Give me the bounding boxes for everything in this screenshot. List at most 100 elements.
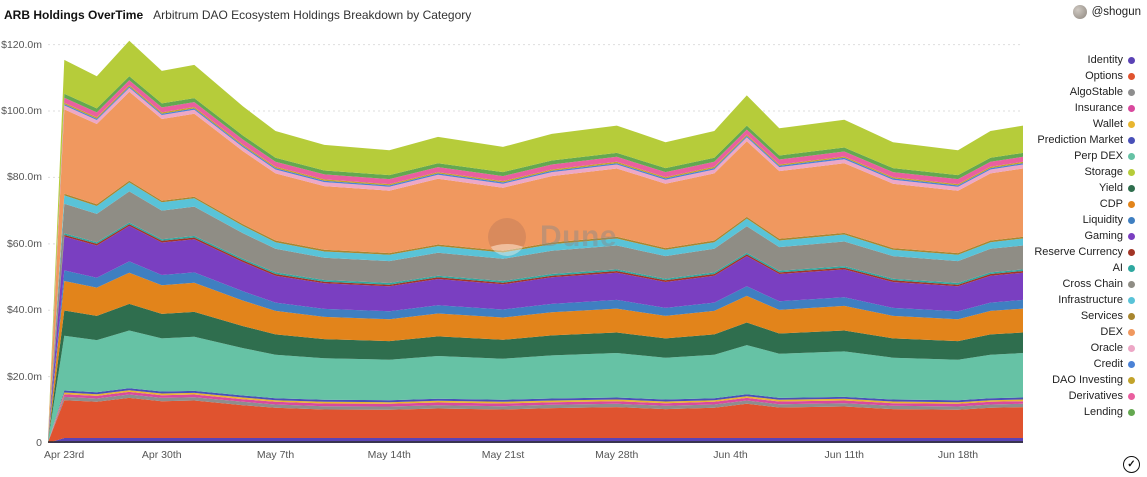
legend-item-dao-investing[interactable]: DAO Investing <box>1013 372 1135 388</box>
legend-item-options[interactable]: Options <box>1013 68 1135 84</box>
x-tick-label: May 14th <box>367 449 411 461</box>
legend-item-cdp[interactable]: CDP <box>1013 196 1135 212</box>
y-tick-label: $40.0m <box>6 304 42 317</box>
legend-label: Credit <box>1093 358 1123 370</box>
legend-label: Storage <box>1084 166 1123 178</box>
legend-label: Options <box>1085 70 1123 82</box>
legend-color-dot <box>1128 88 1135 96</box>
legend-color-dot <box>1128 184 1135 192</box>
legend-item-gaming[interactable]: Gaming <box>1013 228 1135 244</box>
verified-check-icon[interactable]: ✓ <box>1123 456 1140 473</box>
legend-item-infrastructure[interactable]: Infrastructure <box>1013 292 1135 308</box>
legend-label: AlgoStable <box>1069 86 1123 98</box>
y-tick-label: $60.0m <box>6 237 42 250</box>
x-tick-label: Jun 4th <box>713 449 748 461</box>
area-yield <box>48 303 1023 442</box>
author-link[interactable]: @shogun <box>1072 5 1141 19</box>
x-tick-label: Apr 30th <box>141 449 182 461</box>
legend-label: Gaming <box>1084 230 1123 242</box>
legend-label: Reserve Currency <box>1034 246 1123 258</box>
area-oracle <box>48 87 1023 439</box>
legend-item-lending[interactable]: Lending <box>1013 404 1135 420</box>
legend-color-dot <box>1128 328 1135 336</box>
legend-label: Liquidity <box>1082 214 1123 226</box>
legend-label: Identity <box>1087 54 1123 66</box>
legend-label: DAO Investing <box>1052 374 1123 386</box>
legend-item-oracle[interactable]: Oracle <box>1013 340 1135 356</box>
legend-label: DEX <box>1100 326 1123 338</box>
legend: Identity Options AlgoStable Insurance Wallet… <box>1013 52 1135 420</box>
area-dex <box>48 91 1023 440</box>
legend-label: Lending <box>1083 406 1123 418</box>
legend-color-dot <box>1128 408 1135 416</box>
legend-item-algostable[interactable]: AlgoStable <box>1013 84 1135 100</box>
legend-color-dot <box>1128 376 1135 384</box>
legend-item-reserve-currency[interactable]: Reserve Currency <box>1013 244 1135 260</box>
legend-item-services[interactable]: Services <box>1013 308 1135 324</box>
x-tick-label: May 21st <box>481 449 525 461</box>
area-options <box>48 397 1023 443</box>
legend-item-dex[interactable]: DEX <box>1013 324 1135 340</box>
legend-item-wallet[interactable]: Wallet <box>1013 116 1135 132</box>
x-tick-label: Jun 18th <box>937 449 979 461</box>
legend-color-dot <box>1128 120 1135 128</box>
legend-item-insurance[interactable]: Insurance <box>1013 100 1135 116</box>
y-tick-label: $20.0m <box>6 370 42 383</box>
legend-item-credit[interactable]: Credit <box>1013 356 1135 372</box>
legend-label: Perp DEX <box>1074 150 1123 162</box>
legend-label: CDP <box>1099 198 1123 210</box>
legend-item-cross-chain[interactable]: Cross Chain <box>1013 276 1135 292</box>
legend-color-dot <box>1128 232 1135 240</box>
area-derivatives <box>48 80 1023 438</box>
y-tick-label: $100.0m <box>1 105 42 118</box>
area-cdp <box>48 272 1023 441</box>
x-tick-label: May 7th <box>256 449 295 461</box>
legend-label: Insurance <box>1074 102 1123 114</box>
area-algostable <box>48 394 1023 443</box>
legend-color-dot <box>1128 72 1135 80</box>
legend-color-dot <box>1128 104 1135 112</box>
legend-label: Services <box>1080 310 1123 322</box>
x-tick-label: May 28th <box>595 449 639 461</box>
legend-color-dot <box>1128 168 1135 176</box>
area-reserve-currency <box>48 224 1023 440</box>
legend-label: Derivatives <box>1068 390 1123 402</box>
y-tick-label: $120.0m <box>1 38 42 51</box>
area-insurance <box>48 391 1023 443</box>
x-tick-label: Apr 23rd <box>44 449 85 461</box>
legend-item-derivatives[interactable]: Derivatives <box>1013 388 1135 404</box>
legend-color-dot <box>1128 152 1135 160</box>
stacked-area-plot[interactable] <box>48 38 1023 443</box>
author-handle: @shogun <box>1091 6 1141 18</box>
legend-item-perp-dex[interactable]: Perp DEX <box>1013 148 1135 164</box>
legend-label: AI <box>1112 262 1123 274</box>
legend-item-liquidity[interactable]: Liquidity <box>1013 212 1135 228</box>
area-perp-dex <box>48 330 1023 443</box>
legend-color-dot <box>1128 216 1135 224</box>
legend-color-dot <box>1128 344 1135 352</box>
legend-item-storage[interactable]: Storage <box>1013 164 1135 180</box>
legend-item-prediction-market[interactable]: Prediction Market <box>1013 132 1135 148</box>
area-prediction-market <box>48 388 1023 443</box>
chart-header: ARB Holdings OverTime Arbitrum DAO Ecosys… <box>4 6 1143 24</box>
legend-label: Wallet <box>1092 118 1123 130</box>
legend-label: Infrastructure <box>1058 294 1123 306</box>
legend-color-dot <box>1128 296 1135 304</box>
area-storage <box>48 40 1023 438</box>
area-infrastructure <box>48 182 1023 440</box>
legend-color-dot <box>1128 248 1135 256</box>
legend-item-identity[interactable]: Identity <box>1013 52 1135 68</box>
legend-item-yield[interactable]: Yield <box>1013 180 1135 196</box>
legend-label: Oracle <box>1090 342 1123 354</box>
area-cross-chain <box>48 191 1023 440</box>
legend-color-dot <box>1128 312 1135 320</box>
area-gaming <box>48 225 1023 441</box>
legend-color-dot <box>1128 280 1135 288</box>
x-tick-label: Jun 11th <box>824 449 865 461</box>
y-axis-labels: $120.0m $100.0m $80.0m $60.0m $40.0m $20.0m 0 <box>0 38 44 449</box>
legend-item-ai[interactable]: AI <box>1013 260 1135 276</box>
legend-label: Yield <box>1098 182 1123 194</box>
y-tick-label: 0 <box>36 437 42 449</box>
legend-label: Cross Chain <box>1062 278 1123 290</box>
legend-color-dot <box>1128 264 1135 272</box>
